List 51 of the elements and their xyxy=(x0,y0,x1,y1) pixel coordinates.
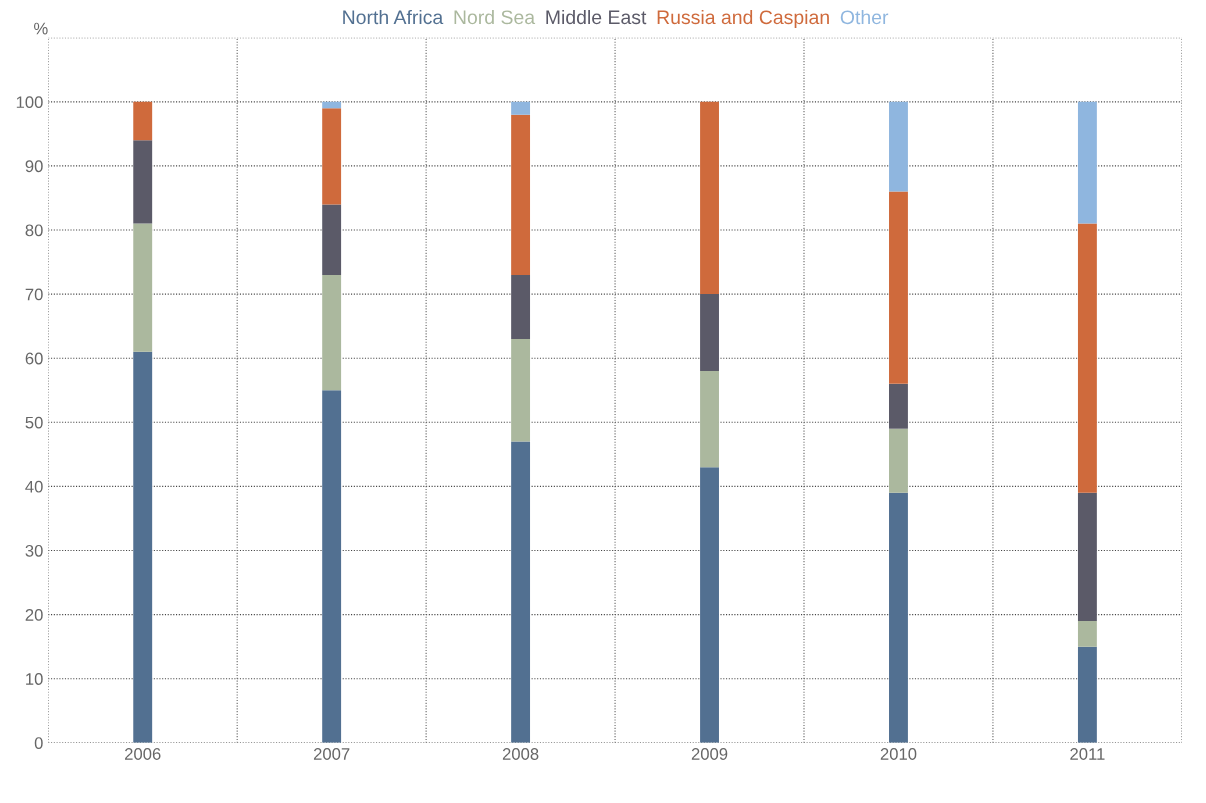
bar xyxy=(133,140,153,224)
bar xyxy=(1077,101,1097,224)
bar xyxy=(322,204,342,275)
bar xyxy=(322,274,342,391)
y-tick-label: 70 xyxy=(25,288,43,301)
bar xyxy=(322,108,342,205)
y-axis-title: % xyxy=(34,22,48,35)
y-tick-label: 0 xyxy=(34,737,43,749)
bar xyxy=(1077,646,1097,743)
text: Nord Sea xyxy=(454,9,536,25)
bar xyxy=(322,101,342,109)
x-tick-label: 2011 xyxy=(1070,748,1105,760)
bar xyxy=(700,371,719,468)
bar xyxy=(133,351,153,743)
text: North Africa xyxy=(343,9,444,25)
bar xyxy=(511,274,531,339)
bar xyxy=(511,338,531,442)
bar xyxy=(889,383,908,429)
y-tick-label: 30 xyxy=(25,544,43,557)
x-tick-label: 2007 xyxy=(313,748,350,760)
bar xyxy=(1077,621,1097,647)
text: Other xyxy=(840,9,889,25)
bar xyxy=(511,114,531,275)
x-tick-label: 2010 xyxy=(880,748,917,760)
bar xyxy=(1077,223,1097,493)
text: Russia and Caspian xyxy=(657,9,829,29)
y-tick-label: 10 xyxy=(26,673,43,685)
y-tick-label: 90 xyxy=(25,160,43,173)
x-tick-label: 2009 xyxy=(691,748,728,760)
y-tick-label: 20 xyxy=(25,608,43,621)
bar xyxy=(322,390,342,743)
y-tick-label: 50 xyxy=(25,416,43,429)
x-tick-label: 2006 xyxy=(125,748,161,760)
bar xyxy=(511,441,531,743)
y-tick-label: 100 xyxy=(16,96,43,109)
bar xyxy=(889,191,908,384)
bar xyxy=(133,223,153,352)
x-tick-label: 2008 xyxy=(502,748,539,760)
bar xyxy=(133,101,153,141)
text: Middle East xyxy=(546,9,647,25)
y-tick-label: 80 xyxy=(25,224,43,237)
bar xyxy=(889,101,908,192)
bar xyxy=(700,101,719,295)
bar xyxy=(700,467,719,743)
y-tick-label: 60 xyxy=(25,352,43,365)
bar xyxy=(1077,492,1097,621)
bar xyxy=(889,428,908,493)
y-tick-label: 40 xyxy=(25,480,43,493)
bar xyxy=(889,492,908,743)
bar xyxy=(700,294,719,372)
bar xyxy=(511,101,531,115)
